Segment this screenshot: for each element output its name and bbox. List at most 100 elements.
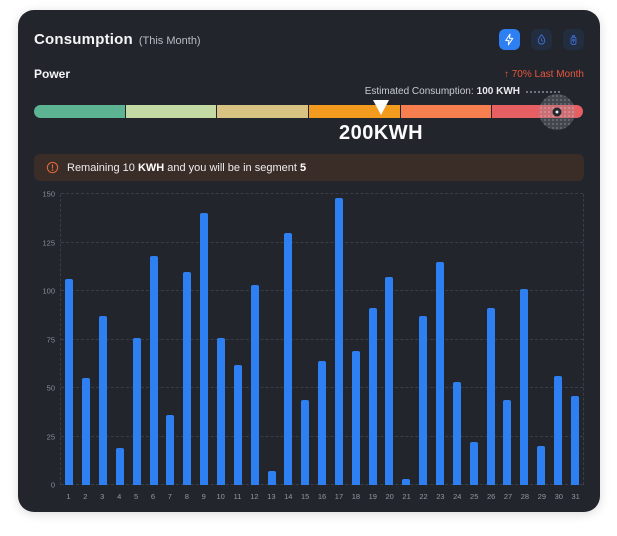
x-axis-tick: 27 [503, 492, 513, 501]
chart-bars [61, 194, 583, 485]
tab-water[interactable] [531, 28, 552, 50]
daily-consumption-chart: 0 25 50 75 100 125 150 1 2 3 4 5 6 7 8 9 10 11 12 13 14 15 16… [34, 190, 584, 504]
bar-column [128, 194, 145, 485]
bar-column [179, 194, 196, 485]
consumption-bar[interactable] [200, 213, 209, 485]
gauge-segment [400, 105, 492, 118]
consumption-bar[interactable] [132, 337, 141, 485]
consumption-bar[interactable] [469, 442, 478, 485]
current-value-pointer-icon[interactable] [373, 100, 390, 115]
bar-column [145, 194, 162, 485]
y-axis-tick: 25 [46, 432, 55, 441]
x-axis-tick: 10 [216, 492, 225, 501]
page-title: Consumption [34, 30, 133, 48]
consumption-bar[interactable] [99, 316, 108, 485]
consumption-bar[interactable] [486, 308, 495, 485]
consumption-bar[interactable] [368, 308, 377, 485]
estimated-marker-thumb[interactable] [552, 107, 562, 116]
y-axis-tick: 75 [46, 335, 55, 344]
consumption-bar[interactable] [553, 376, 562, 485]
remaining-alert: Remaining 10 KWH and you will be in segm… [34, 154, 584, 181]
x-axis-tick: 3 [100, 492, 105, 501]
tab-electricity[interactable] [499, 28, 520, 50]
x-axis-tick: 22 [419, 492, 428, 501]
consumption-bar[interactable] [166, 415, 175, 485]
consumption-bar[interactable] [402, 479, 411, 485]
y-axis-tick: 100 [42, 286, 55, 296]
bar-column [566, 194, 583, 485]
x-axis-tick: 18 [351, 492, 361, 501]
bar-column [516, 194, 533, 485]
x-axis-tick: 17 [334, 492, 344, 501]
bar-column [280, 194, 297, 485]
consumption-bar[interactable] [435, 261, 444, 485]
x-axis-tick: 6 [150, 492, 156, 501]
utility-tabs [499, 28, 584, 50]
consumption-bar[interactable] [570, 395, 579, 485]
consumption-bar[interactable] [419, 316, 428, 485]
bar-column [533, 194, 550, 485]
consumption-bar[interactable] [233, 364, 242, 485]
bar-column [381, 194, 398, 485]
water-drop-icon [535, 33, 548, 46]
consumption-bar[interactable] [537, 446, 546, 485]
bar-column [263, 194, 280, 485]
bar-column [347, 194, 364, 485]
consumption-bar[interactable] [318, 360, 327, 485]
consumption-bar[interactable] [284, 232, 293, 485]
power-row: Power ↑ 70% Last Month [34, 66, 584, 82]
consumption-bar[interactable] [183, 271, 192, 485]
consumption-bar[interactable] [351, 351, 360, 485]
gauge-segment [34, 105, 125, 118]
consumption-bar[interactable] [503, 399, 512, 485]
consumption-bar[interactable] [149, 256, 158, 485]
gridline [61, 338, 583, 340]
consumption-bar[interactable] [385, 277, 394, 485]
consumption-bar[interactable] [301, 399, 310, 485]
x-axis-tick: 26 [486, 492, 496, 501]
gauge-bar[interactable] [34, 105, 584, 118]
x-axis-tick: 29 [537, 492, 546, 501]
x-axis-tick: 11 [233, 492, 242, 501]
consumption-bar[interactable] [520, 289, 529, 485]
estimated-label: Estimated Consumption: [364, 86, 474, 97]
gas-bottle-icon [567, 33, 580, 46]
y-axis-tick: 150 [42, 189, 55, 199]
consumption-bar[interactable] [452, 382, 461, 485]
x-axis-tick: 16 [317, 492, 327, 501]
power-label: Power [34, 67, 71, 81]
consumption-bar[interactable] [82, 378, 91, 485]
estimated-consumption: Estimated Consumption: 100 KWH [365, 86, 560, 97]
trend-badge: ↑ 70% Last Month [504, 69, 584, 80]
chart-x-labels: 1 2 3 4 5 6 7 8 9 10 11 12 13 14 15 16 17 18 19 20 21 22 23 24 2… [60, 492, 584, 504]
consumption-bar[interactable] [217, 337, 226, 485]
title-wrap: Consumption (This Month) [34, 31, 201, 48]
bar-column [465, 194, 482, 485]
period-label: (This Month) [138, 34, 201, 47]
trend-text: 70% Last Month [508, 68, 584, 80]
consumption-bar[interactable] [250, 285, 259, 485]
consumption-bar[interactable] [65, 279, 74, 485]
x-axis-tick: 25 [470, 492, 479, 501]
x-axis-tick: 12 [250, 492, 259, 501]
gauge-segment [217, 105, 309, 118]
x-axis-tick: 23 [436, 492, 445, 501]
card-header: Consumption (This Month) [34, 26, 584, 52]
bar-column [95, 194, 112, 485]
consumption-bar[interactable] [115, 448, 124, 485]
x-axis-tick: 15 [300, 492, 310, 501]
alert-text: Remaining 10 KWH and you will be in segm… [67, 161, 307, 174]
bar-column [499, 194, 516, 485]
gauge-segment [125, 105, 217, 118]
consumption-bar[interactable] [334, 197, 343, 485]
bar-column [112, 194, 129, 485]
tab-gas[interactable] [563, 28, 584, 50]
x-axis-tick: 7 [167, 492, 172, 501]
x-axis-tick: 14 [284, 492, 293, 501]
x-axis-tick: 8 [184, 492, 189, 501]
consumption-bar[interactable] [267, 471, 276, 485]
y-axis-tick: 50 [46, 383, 55, 393]
x-axis-tick: 28 [520, 492, 530, 501]
consumption-gauge: Estimated Consumption: 100 KWH 200KWH [34, 86, 584, 152]
x-axis-tick: 1 [66, 492, 71, 501]
